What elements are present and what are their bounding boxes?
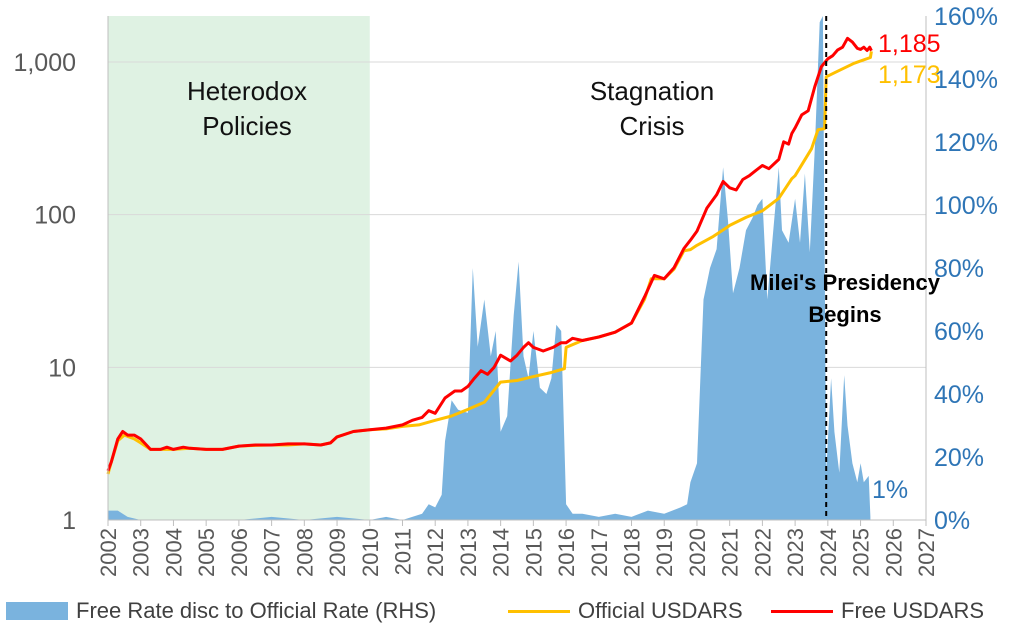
- x-tick-label: 2022: [750, 528, 775, 577]
- legend-swatch-area: [6, 602, 68, 620]
- x-tick-label: 2012: [423, 528, 448, 577]
- x-tick-label: 2006: [227, 528, 252, 577]
- x-tick-label: 2010: [358, 528, 383, 577]
- shaded-region: [108, 16, 370, 520]
- x-tick-label: 2018: [620, 528, 645, 577]
- x-tick-label: 2004: [161, 528, 186, 577]
- legend-label-free: Free USDARS: [841, 598, 985, 623]
- legend-swatch-free: [771, 609, 833, 613]
- legend-label-official: Official USDARS: [578, 598, 743, 623]
- y-left-tick-label: 100: [34, 202, 76, 230]
- x-tick-label: 2021: [718, 528, 743, 577]
- y-left-tick-label: 1: [62, 507, 76, 535]
- x-tick-label: 2024: [816, 528, 841, 577]
- x-tick-label: 2020: [685, 528, 710, 577]
- x-tick-label: 2009: [325, 528, 350, 577]
- x-tick-label: 2016: [554, 528, 579, 577]
- x-tick-label: 2002: [96, 528, 121, 577]
- x-tick-label: 2017: [587, 528, 612, 577]
- stagnation-crisis-label: Crisis: [620, 111, 685, 141]
- x-tick-label: 2025: [849, 528, 874, 577]
- x-tick-label: 2005: [194, 528, 219, 577]
- y-right-tick-label: 20%: [934, 444, 984, 472]
- end-label-official: 1,173: [878, 61, 941, 89]
- legend-item-area: Free Rate disc to Official Rate (RHS): [6, 596, 436, 626]
- shaded-region-group: [108, 16, 370, 520]
- x-tick-label: 2026: [881, 528, 906, 577]
- y-right-tick-label: 60%: [934, 318, 984, 346]
- y-left-tick-label: 1,000: [13, 49, 76, 77]
- shaded-region-label: Policies: [202, 111, 292, 141]
- y-right-tick-label: 160%: [934, 3, 998, 31]
- area-group: [108, 16, 871, 520]
- series-line-free-usdars: [106, 36, 873, 472]
- x-tick-label: 2003: [129, 528, 154, 577]
- end-label-area: 1%: [872, 476, 908, 504]
- x-tick-label: 2027: [914, 528, 939, 577]
- x-tick-label: 2019: [652, 528, 677, 577]
- event-label: Milei's Presidency: [750, 270, 941, 295]
- x-tick-label: 2015: [521, 528, 546, 577]
- legend-swatch-official: [508, 609, 570, 613]
- x-tick-label: 2014: [489, 528, 514, 577]
- y-right-tick-label: 140%: [934, 66, 998, 94]
- x-tick-label: 2008: [292, 528, 317, 577]
- stagnation-crisis-label: Stagnation: [590, 76, 714, 106]
- y-right-tick-label: 40%: [934, 381, 984, 409]
- x-tick-label: 2007: [260, 528, 285, 577]
- y-right-tick-label: 100%: [934, 192, 998, 220]
- legend-item-free: Free USDARS: [771, 596, 984, 626]
- shaded-region-label: Heterodox: [187, 76, 307, 106]
- series-area-free-rate-disc: [108, 16, 871, 520]
- axes-group: 1 10 100 1,000 0% 20% 40% 60% 80% 100% 120% 140% 160…: [13, 3, 998, 577]
- event-label: Begins: [808, 302, 881, 327]
- y-right-tick-label: 120%: [934, 129, 998, 157]
- y-right-tick-label: 0%: [934, 507, 970, 535]
- x-tick-label: 2013: [456, 528, 481, 577]
- lines-group: [106, 16, 873, 520]
- chart: 1 10 100 1,000 0% 20% 40% 60% 80% 100% 120% 140% 160…: [13, 3, 998, 577]
- legend-item-official: Official USDARS: [508, 596, 743, 626]
- x-tick-label: 2011: [390, 528, 415, 575]
- legend: Free Rate disc to Official Rate (RHS) Of…: [0, 596, 1024, 626]
- annotation-group: Heterodox Policies Stagnation Crisis Milei's…: [187, 30, 941, 504]
- legend-label-area: Free Rate disc to Official Rate (RHS): [76, 598, 437, 623]
- y-left-tick-label: 10: [48, 354, 76, 382]
- y-right-tick-label: 80%: [934, 255, 984, 283]
- end-label-free: 1,185: [878, 30, 941, 58]
- x-tick-label: 2023: [783, 528, 808, 577]
